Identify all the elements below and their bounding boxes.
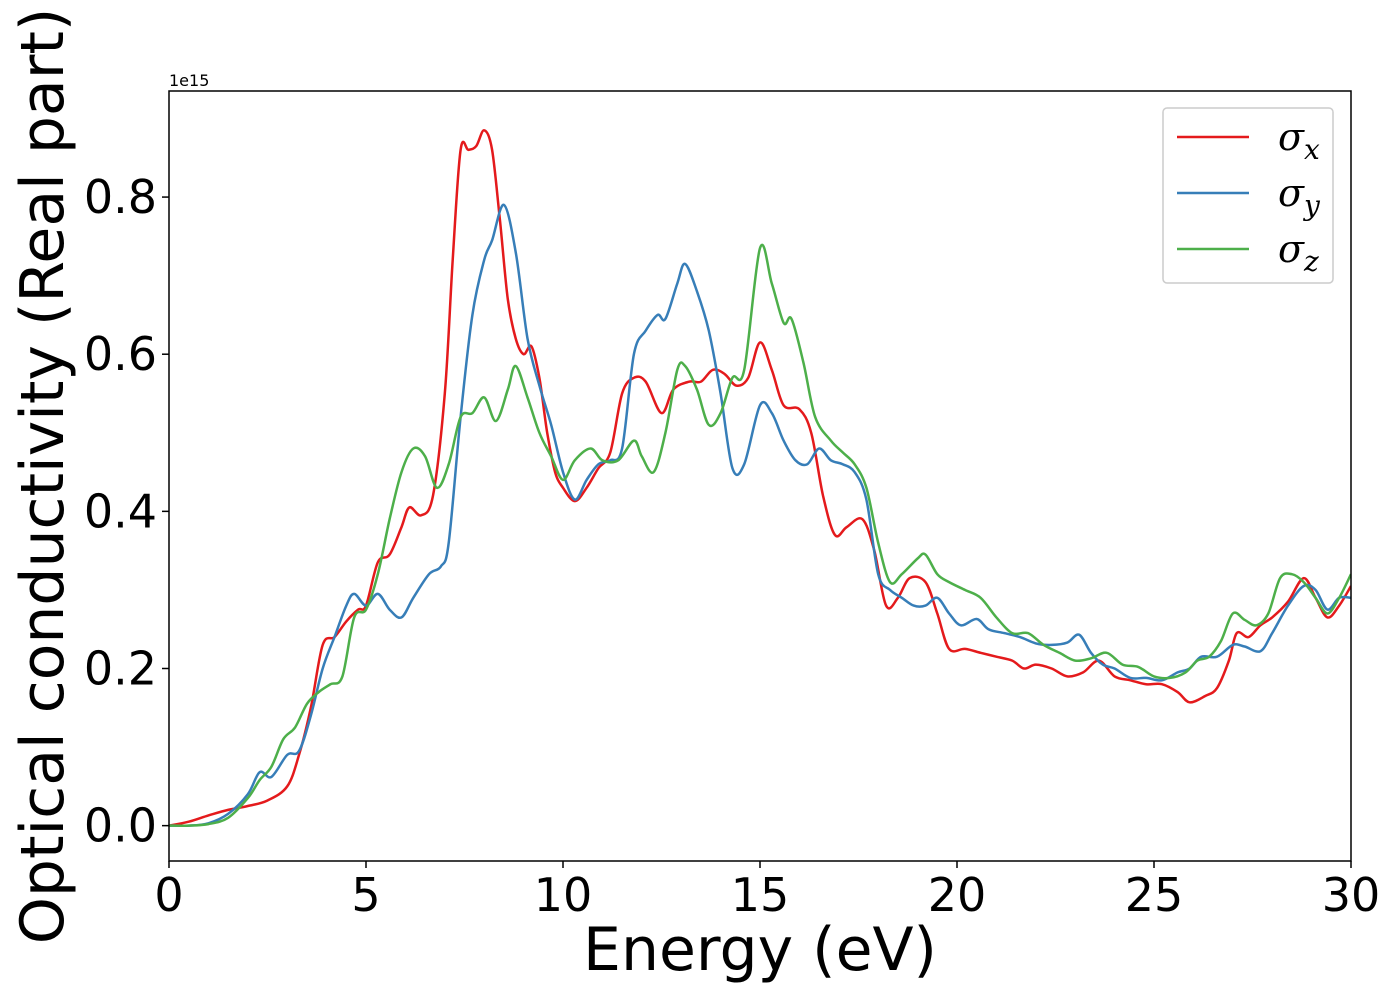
legend-symbol: σ <box>1278 115 1305 159</box>
series-line-sigma-y <box>169 203 1351 828</box>
x-tick-label: 30 <box>1322 868 1381 922</box>
legend-symbol: σ <box>1278 171 1305 215</box>
legend-subscript: y <box>1302 189 1321 222</box>
plot-frame <box>168 90 1352 862</box>
y-tick-label: 0.4 <box>84 484 157 538</box>
y-offset-text: 1e15 <box>169 71 209 90</box>
legend-subscript: x <box>1304 133 1320 166</box>
y-axis-label: Optical conductivity (Real part) <box>8 8 78 945</box>
series-layer <box>169 129 1351 828</box>
x-axis-label: Energy (eV) <box>583 915 937 985</box>
x-tick-label: 5 <box>351 868 380 922</box>
y-tick-label: 0.2 <box>84 642 157 696</box>
x-tick-label: 25 <box>1125 868 1184 922</box>
legend-symbol: σ <box>1278 227 1305 271</box>
y-axis-ticks: 0.0 0.2 0.4 0.6 0.8 <box>84 170 169 853</box>
legend-label-sigma-y: σy <box>1278 171 1321 222</box>
y-tick-label: 0.0 <box>84 799 157 853</box>
x-tick-label: 15 <box>731 868 790 922</box>
legend-subscript: z <box>1303 245 1319 278</box>
y-tick-label: 0.6 <box>84 327 157 381</box>
legend-frame <box>1162 107 1334 284</box>
y-tick-label: 0.8 <box>84 170 157 224</box>
series-line-sigma-z <box>169 243 1351 827</box>
legend-label-sigma-z: σz <box>1278 227 1319 278</box>
x-axis-ticks: 0 5 10 15 20 25 30 <box>154 861 1380 922</box>
x-tick-label: 20 <box>928 868 987 922</box>
legend-label-sigma-x: σx <box>1278 115 1320 166</box>
x-tick-label: 10 <box>534 868 593 922</box>
x-tick-label: 0 <box>154 868 183 922</box>
series-line-sigma-x <box>169 129 1351 827</box>
